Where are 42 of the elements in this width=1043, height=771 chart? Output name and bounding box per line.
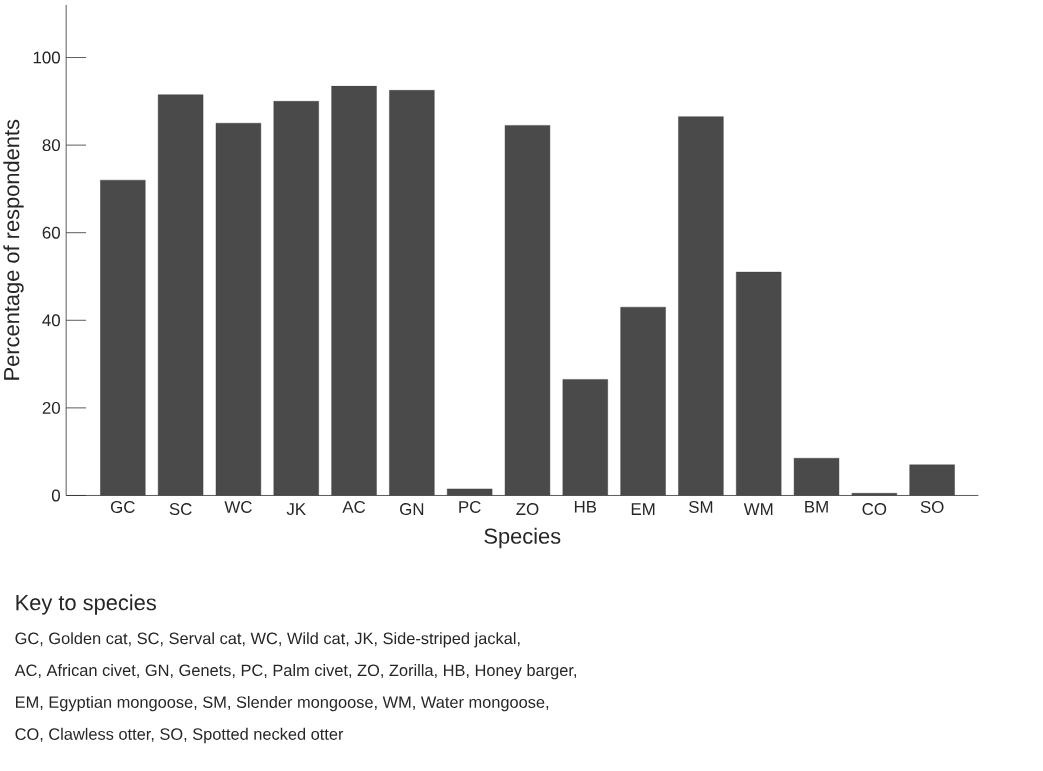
y-tick-label: 80: [42, 139, 61, 152]
x-tick-label: SC: [169, 503, 192, 516]
y-tick-label: 20: [42, 402, 61, 415]
bar: [389, 90, 435, 496]
x-tick-label: WM: [743, 503, 773, 516]
bar: [273, 101, 319, 496]
x-tick-label: HB: [574, 501, 597, 513]
y-axis-title: Percentage of respondents: [3, 120, 24, 380]
x-tick-label: GC: [111, 501, 135, 514]
y-tick-label: 0: [51, 489, 61, 502]
x-tick-label: SM: [689, 501, 713, 514]
x-tick-label: WC: [224, 501, 252, 514]
text: CO, Clawless otter, SO, Spotted necked otter: [15, 728, 344, 744]
x-tick-label: SO: [920, 501, 944, 514]
x-tick-label: GN: [400, 503, 424, 516]
bar: [504, 125, 551, 496]
bar: [620, 307, 666, 496]
y-tick-label: 40: [42, 314, 61, 327]
bar: [793, 458, 840, 496]
bar: [157, 94, 204, 496]
x-tick-label: EM: [631, 503, 655, 516]
y-tick-label: 60: [42, 226, 61, 239]
bar: [736, 272, 782, 496]
x-tick-label: ZO: [516, 503, 539, 516]
text: AC, African civet, GN, Genets, PC, Palm civet, ZO, Zorilla, HB, Honey barger,: [14, 664, 577, 680]
bar: [215, 123, 262, 496]
text: EM, Egyptian mongoose, SM, Slender mongoose, WM, Water mongoose,: [16, 696, 549, 712]
bar: [100, 180, 146, 496]
x-tick-label: JK: [286, 503, 306, 516]
text: Key to species: [16, 594, 156, 615]
bar: [562, 379, 608, 496]
bar: [678, 116, 724, 496]
x-tick-label: CO: [862, 503, 887, 516]
bar: [909, 464, 955, 496]
x-tick-label: AC: [342, 501, 366, 514]
x-axis-title: Species: [484, 527, 561, 549]
x-tick-label: BM: [805, 501, 828, 513]
bar: [447, 488, 493, 496]
bar: [331, 85, 377, 496]
text: GC, Golden cat, SC, Serval cat, WC, Wild cat, JK, Side-striped jackal,: [15, 632, 520, 648]
y-tick-label: 100: [33, 51, 60, 64]
x-tick-label: PC: [459, 501, 481, 514]
